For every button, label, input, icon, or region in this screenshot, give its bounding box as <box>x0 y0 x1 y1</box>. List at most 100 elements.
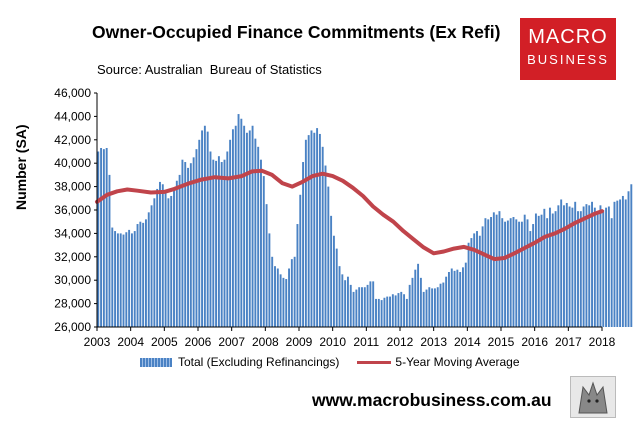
bar <box>203 125 206 327</box>
bar <box>551 213 554 327</box>
chart-title: Owner-Occupied Finance Commitments (Ex R… <box>92 22 501 42</box>
bar <box>534 213 537 327</box>
bar <box>251 125 254 327</box>
bar <box>621 195 624 327</box>
bar <box>164 192 167 327</box>
bar <box>234 125 237 327</box>
bar <box>568 206 571 327</box>
bar <box>125 232 128 327</box>
bar <box>478 235 481 327</box>
bar <box>248 130 251 327</box>
bar <box>616 200 619 327</box>
bar <box>302 162 305 327</box>
bar <box>529 231 532 327</box>
bar <box>436 287 439 327</box>
bar <box>577 211 579 327</box>
bar <box>591 201 593 327</box>
bar <box>593 207 596 327</box>
bar <box>175 180 178 327</box>
bar <box>299 194 302 327</box>
bar <box>111 227 114 327</box>
bar <box>173 188 175 327</box>
bar <box>526 219 529 327</box>
bar <box>563 205 565 327</box>
wolf-emblem-icon <box>570 376 616 418</box>
y-tick-label: 36,000 <box>54 203 91 217</box>
bar <box>327 186 330 327</box>
bar <box>268 233 271 327</box>
bar <box>201 130 204 327</box>
bar <box>352 291 355 327</box>
legend-line-swatch <box>357 360 392 364</box>
moving-average-line <box>95 168 604 262</box>
bar <box>316 128 319 327</box>
bar <box>313 132 316 327</box>
bar <box>358 287 361 327</box>
bar <box>419 277 422 327</box>
bar <box>512 217 515 327</box>
bar <box>324 165 327 327</box>
bar <box>335 248 338 327</box>
bar <box>245 132 248 327</box>
x-tick-label: 2010 <box>319 335 346 349</box>
bar <box>217 156 220 327</box>
bar <box>431 288 434 327</box>
bar <box>408 284 411 327</box>
bar <box>582 206 585 327</box>
bar <box>560 199 563 327</box>
bar <box>332 235 335 327</box>
logo-line2: BUSINESS <box>527 52 609 67</box>
bar <box>144 219 147 327</box>
bar <box>453 270 456 327</box>
legend-bar-swatch <box>140 357 172 367</box>
bar <box>184 162 187 327</box>
legend: Total (Excluding Refinancings) 5-Year Mo… <box>140 355 520 369</box>
bar <box>100 147 103 327</box>
bar <box>518 221 521 327</box>
bar <box>102 149 105 327</box>
bar <box>557 205 560 327</box>
y-tick-label: 32,000 <box>54 250 91 264</box>
bar <box>181 159 184 327</box>
bar <box>215 160 218 327</box>
logo-line1: MACRO <box>528 26 608 48</box>
bar <box>346 276 349 327</box>
bar <box>288 268 290 327</box>
legend-bar-label: Total (Excluding Refinancings) <box>178 355 340 369</box>
bar <box>209 151 212 327</box>
bar <box>425 289 428 327</box>
bar <box>361 287 363 327</box>
bar <box>417 263 420 327</box>
bar <box>274 266 276 327</box>
x-tick-label: 2012 <box>387 335 414 349</box>
bar <box>363 287 366 327</box>
bar <box>439 283 442 327</box>
bar <box>414 269 417 327</box>
y-tick-label: 30,000 <box>54 273 91 287</box>
bar <box>187 167 189 327</box>
bar <box>532 224 535 327</box>
bar <box>229 139 232 327</box>
x-tick-label: 2005 <box>151 335 178 349</box>
bar <box>588 205 591 327</box>
bar <box>307 135 310 327</box>
bar <box>139 221 142 327</box>
bar <box>369 281 372 327</box>
bar <box>279 274 282 327</box>
bar <box>254 138 257 327</box>
bar <box>136 224 139 327</box>
bar <box>498 211 501 327</box>
bar <box>130 233 133 327</box>
bar <box>338 266 341 327</box>
x-tick-label: 2004 <box>117 335 144 349</box>
bar <box>630 184 633 327</box>
bar <box>105 147 108 327</box>
bar <box>195 149 198 327</box>
bar <box>147 212 150 327</box>
bar <box>565 202 568 327</box>
bar <box>554 211 557 327</box>
bar <box>243 125 246 327</box>
bar <box>237 114 240 327</box>
bar <box>624 199 627 327</box>
